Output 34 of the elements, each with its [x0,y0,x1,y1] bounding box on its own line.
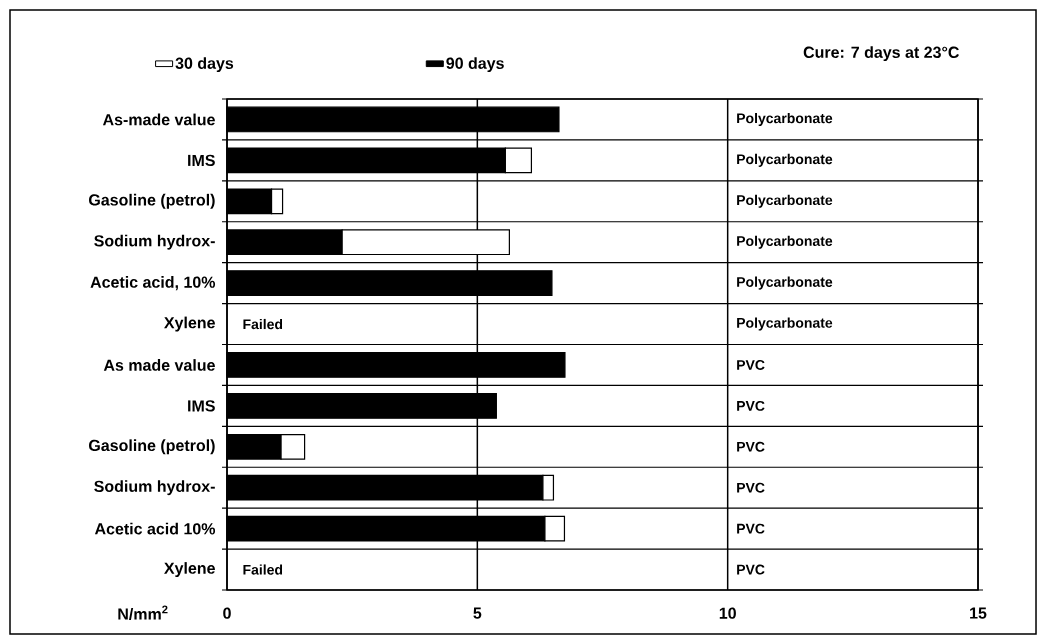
x-tick-label: 0 [223,607,231,619]
y-tick-label: Acetic acid 10% [94,522,216,535]
annotation: PVC [737,482,765,493]
y-tick-label: IMS [188,400,215,412]
annotation: Polycarbonate [737,235,833,249]
x-axis-title: N/mm$^{2}$ [118,605,168,620]
y-tick-label: As-made value [102,113,215,126]
annotation: Polycarbonate [737,317,833,331]
annotation: Failed [243,564,283,575]
x-tick-label: 5 [473,607,482,619]
y-tick-label: IMS [188,154,215,167]
x-tick-label: 15 [970,607,987,619]
legend-label: 30 days [175,57,234,73]
y-tick-label: Xylene [164,562,215,578]
y-tick-label: Acetic acid, 10% [90,276,216,291]
annotation: PVC [737,564,765,575]
y-tick-label: Xylene [164,316,215,332]
text: Cure: 7 days at 23°C [803,46,959,62]
annotation: Failed [243,318,283,330]
x-tick-label: 10 [719,607,736,619]
y-tick-label: Sodium hydrox- [94,234,215,250]
y-tick-label: Gasoline (petrol) [89,439,215,455]
annotation: PVC [737,360,765,370]
y-tick-label: Gasoline (petrol) [89,193,215,209]
annotation: PVC [737,523,765,534]
annotation: PVC [737,441,765,452]
annotation: Polycarbonate [737,153,833,167]
annotation: Polycarbonate [737,276,833,290]
annotation: Polycarbonate [737,194,833,208]
annotation: PVC [737,400,765,411]
legend-label: 90 days [446,57,504,73]
y-tick-label: Sodium hydrox- [94,480,215,496]
annotation: Polycarbonate [737,112,833,126]
y-tick-label: As made value [103,359,215,371]
